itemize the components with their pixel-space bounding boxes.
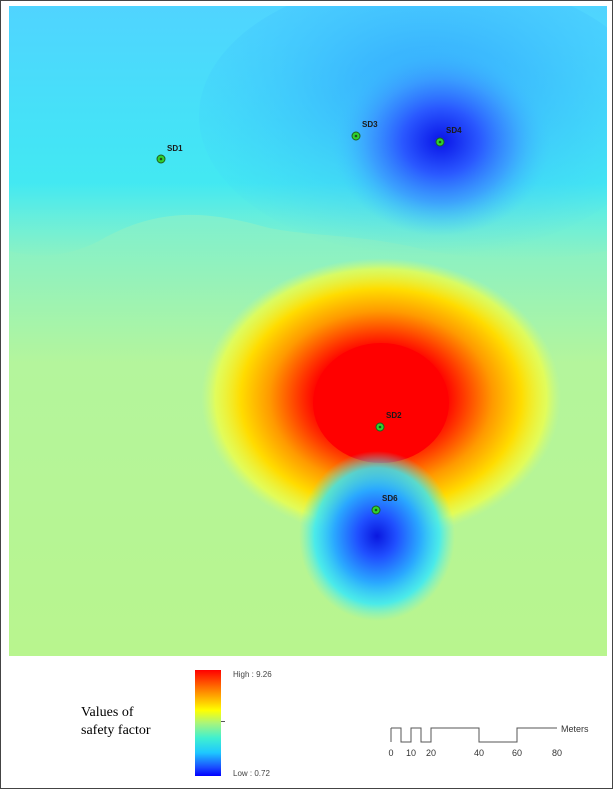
scale-unit: Meters — [561, 724, 589, 734]
site-marker-center — [354, 134, 358, 138]
scale-bar-graphic: 0 10 20 40 60 80 Meters — [388, 724, 589, 758]
site-sd4: SD4 — [435, 126, 462, 147]
safety-factor-map: SD1 SD3 SD4 SD2 SD6 — [9, 6, 607, 656]
color-ramp — [195, 670, 221, 776]
scale-tick-80: 80 — [552, 748, 562, 758]
scale-tick-0: 0 — [388, 748, 393, 758]
legend-title-line2: safety factor — [81, 723, 151, 738]
scale-tick-10: 10 — [406, 748, 416, 758]
site-marker-center — [438, 140, 442, 144]
site-label: SD2 — [386, 411, 402, 420]
site-label: SD1 — [167, 144, 183, 153]
scale-tick-40: 40 — [474, 748, 484, 758]
site-marker-center — [159, 157, 163, 161]
site-sd2: SD2 — [375, 411, 402, 432]
legend-title: Values of safety factor — [81, 704, 151, 740]
scale-tick-60: 60 — [512, 748, 522, 758]
low-value-label: Low : 0.72 — [233, 769, 270, 778]
site-label: SD6 — [382, 494, 398, 503]
site-marker-center — [378, 425, 382, 429]
site-sd6: SD6 — [371, 494, 398, 515]
site-label: SD4 — [446, 126, 462, 135]
sd6-low-zone — [299, 451, 455, 621]
legend-title-line1: Values of — [81, 705, 134, 720]
site-label: SD3 — [362, 120, 378, 129]
legend-panel: Values of safety factor High : 9.26 Low … — [1, 656, 612, 788]
interpolation-surface: SD1 SD3 SD4 SD2 SD6 — [9, 6, 607, 621]
scale-tick-20: 20 — [426, 748, 436, 758]
high-value-label: High : 9.26 — [233, 670, 272, 679]
site-marker-center — [374, 508, 378, 512]
site-sd1: SD1 — [156, 144, 183, 164]
color-ramp-tick — [221, 721, 225, 722]
sd2-core — [313, 343, 449, 463]
site-sd3: SD3 — [351, 120, 378, 141]
scale-bar: 0 10 20 40 60 80 Meters — [381, 724, 591, 764]
